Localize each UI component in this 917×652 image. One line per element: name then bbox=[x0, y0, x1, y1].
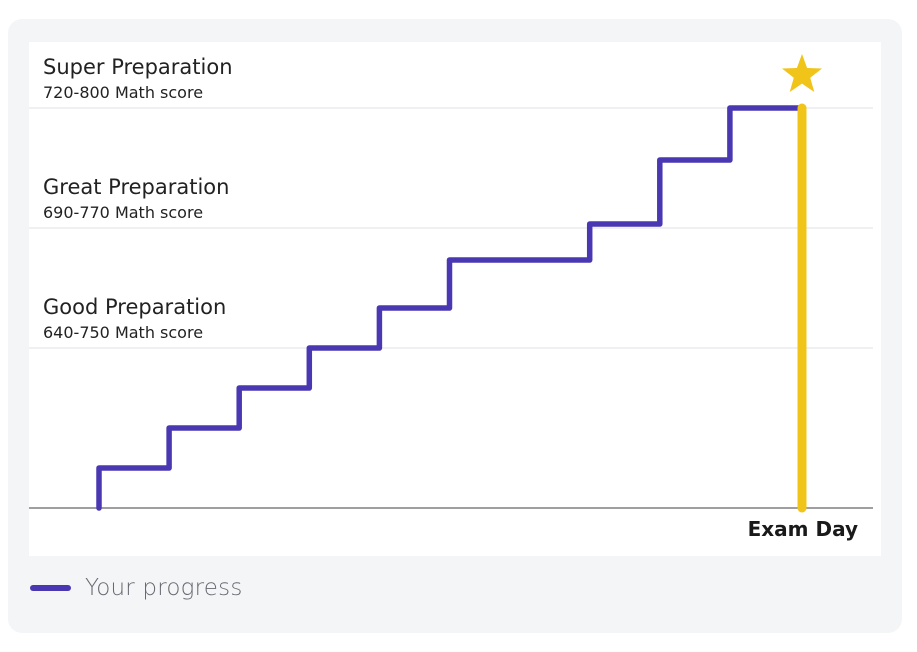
level-title-2: Good Preparation bbox=[43, 295, 226, 319]
star-icon bbox=[782, 54, 822, 92]
level-title-0: Super Preparation bbox=[43, 55, 233, 79]
legend-label-your-progress: Your progress bbox=[85, 575, 243, 601]
level-range-0: 720-800 Math score bbox=[43, 83, 203, 102]
level-range-1: 690-770 Math score bbox=[43, 203, 203, 222]
level-title-1: Great Preparation bbox=[43, 175, 229, 199]
exam-day-label: Exam Day bbox=[748, 517, 858, 541]
legend: Your progress bbox=[30, 572, 243, 604]
series-your-progress bbox=[96, 105, 803, 511]
legend-swatch-your-progress bbox=[30, 585, 71, 591]
plot-area bbox=[29, 42, 881, 556]
level-range-2: 640-750 Math score bbox=[43, 323, 203, 342]
